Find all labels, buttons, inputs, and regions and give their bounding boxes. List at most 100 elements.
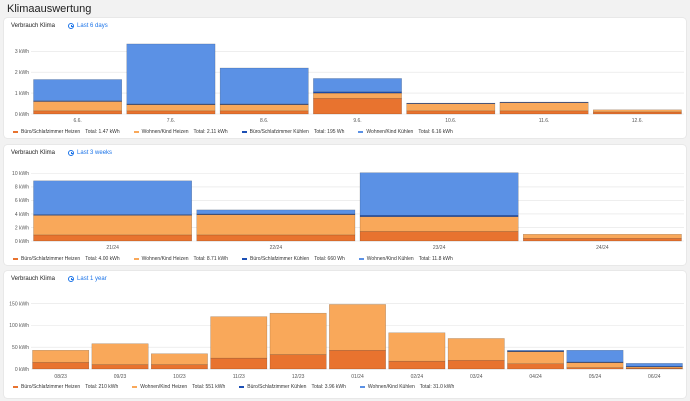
bar-wohnen-kuehlen[interactable] (313, 78, 402, 93)
bar-wohnen-heizen[interactable] (210, 316, 268, 359)
legend-item-buero-heizen[interactable]: Büro/Schlafzimmer Heizen Total: 210 kWh (13, 384, 118, 390)
x-tick-label: 04/24 (529, 374, 542, 380)
chart-legend: Büro/Schlafzimmer Heizen Total: 210 kWh Wo… (13, 384, 468, 390)
bar-wohnen-kuehlen[interactable] (566, 350, 624, 363)
bar-wohnen-heizen[interactable] (593, 109, 682, 113)
bar-wohnen-heizen[interactable] (447, 338, 505, 361)
bar-wohnen-kuehlen[interactable] (33, 180, 192, 215)
bar-wohnen-heizen[interactable] (126, 104, 216, 112)
bar-wohnen-heizen[interactable] (196, 214, 356, 236)
x-tick-label: 12/23 (292, 374, 305, 380)
bar-wohnen-heizen[interactable] (33, 101, 122, 112)
legend-label: Wohnen/Kind Kühlen (366, 129, 414, 135)
legend-total: Total: 210 kWh (85, 384, 119, 390)
bar-buero-heizen[interactable] (359, 231, 519, 242)
bar-wohnen-heizen[interactable] (523, 234, 682, 239)
bar-wohnen-kuehlen[interactable] (507, 350, 564, 352)
bar-wohnen-heizen[interactable] (499, 102, 589, 112)
x-tick-label: 10/23 (173, 374, 186, 380)
bar-wohnen-heizen[interactable] (151, 353, 208, 365)
bar-buero-heizen[interactable] (313, 98, 402, 115)
bar-buero-heizen[interactable] (593, 111, 682, 115)
y-tick-label: 2 kWh (15, 70, 29, 76)
bar-buero-kuehlen[interactable] (625, 366, 683, 368)
bar-wohnen-heizen[interactable] (406, 103, 496, 112)
bar-buero-heizen[interactable] (269, 354, 327, 370)
x-tick-label: 21/24 (106, 245, 119, 251)
period-selector[interactable]: Last 1 year (68, 276, 107, 282)
bar-buero-heizen[interactable] (210, 357, 268, 370)
bar-buero-heizen[interactable] (388, 360, 446, 370)
bar-buero-heizen[interactable] (219, 110, 309, 115)
bar-buero-heizen[interactable] (499, 110, 589, 115)
bar-wohnen-heizen[interactable] (359, 216, 519, 232)
bar-wohnen-heizen[interactable] (33, 215, 192, 236)
bar-buero-heizen[interactable] (523, 238, 682, 242)
legend-item-wohnen-kuehlen[interactable]: Wohnen/Kind Kühlen Total: 11.8 kWh (358, 256, 453, 262)
y-tick-label: 6 kWh (15, 198, 29, 204)
legend-total: Total: 4.00 kWh (85, 256, 120, 262)
bar-wohnen-kuehlen[interactable] (126, 43, 216, 105)
bar-buero-kuehlen[interactable] (499, 101, 589, 103)
chart-legend: Büro/Schlafzimmer Heizen Total: 1.47 kWh W… (13, 129, 467, 135)
bar-buero-heizen[interactable] (406, 110, 496, 115)
bar-wohnen-kuehlen[interactable] (196, 209, 356, 215)
bar-buero-heizen[interactable] (33, 110, 122, 115)
x-tick-label: 11/23 (233, 374, 245, 380)
legend-label: Büro/Schlafzimmer Kühlen (249, 129, 309, 135)
bar-wohnen-heizen[interactable] (269, 312, 327, 355)
legend-item-buero-kuehlen[interactable]: Büro/Schlafzimmer Kühlen Total: 3.96 kWh (239, 384, 346, 390)
bar-buero-heizen[interactable] (32, 362, 90, 370)
legend-item-buero-kuehlen[interactable]: Büro/Schlafzimmer Kühlen Total: 195 Wh (241, 129, 344, 135)
y-tick-label: 2 kWh (15, 225, 29, 231)
legend-item-wohnen-kuehlen[interactable]: Wohnen/Kind Kühlen Total: 6.16 kWh (358, 129, 453, 135)
legend-item-wohnen-heizen[interactable]: Wohnen/Kind Heizen Total: 551 kWh (132, 384, 225, 390)
legend-item-buero-heizen[interactable]: Büro/Schlafzimmer Heizen Total: 1.47 kWh (13, 129, 120, 135)
bar-wohnen-heizen[interactable] (329, 304, 386, 351)
bar-wohnen-kuehlen[interactable] (625, 363, 683, 367)
legend-swatch (133, 131, 139, 133)
legend-item-wohnen-heizen[interactable]: Wohnen/Kind Heizen Total: 8.71 kWh (133, 256, 229, 262)
bar-buero-heizen[interactable] (151, 364, 208, 370)
bar-buero-heizen[interactable] (91, 364, 149, 370)
legend-label: Büro/Schlafzimmer Heizen (21, 384, 81, 390)
period-selector[interactable]: Last 3 weeks (68, 150, 112, 156)
bar-buero-heizen[interactable] (329, 350, 386, 370)
card-header: Verbrauch Klima Last 3 weeks (11, 145, 112, 161)
bar-buero-heizen[interactable] (196, 234, 356, 242)
bar-wohnen-kuehlen[interactable] (219, 67, 309, 105)
legend-item-wohnen-kuehlen[interactable]: Wohnen/Kind Kühlen Total: 31.0 kWh (359, 384, 455, 390)
bar-buero-heizen[interactable] (447, 360, 505, 370)
legend-item-wohnen-heizen[interactable]: Wohnen/Kind Heizen Total: 2.11 kWh (133, 129, 228, 135)
bar-chart: 0 kWh 50 kWh 100 kWh 150 kWh 08/23 09/23 10/23… (9, 301, 684, 380)
bar-wohnen-heizen[interactable] (388, 332, 446, 362)
legend-label: Wohnen/Kind Kühlen (366, 256, 414, 262)
legend-label: Wohnen/Kind Heizen (141, 129, 189, 135)
legend-item-buero-heizen[interactable]: Büro/Schlafzimmer Heizen Total: 4.00 kWh (13, 256, 120, 262)
period-selector[interactable]: Last 6 days (68, 23, 108, 29)
bar-wohnen-heizen[interactable] (219, 104, 309, 112)
bar-wohnen-heizen[interactable] (507, 351, 564, 364)
card-title: Verbrauch Klima (11, 276, 56, 282)
y-tick-label: 50 kWh (12, 345, 29, 351)
legend-swatch (13, 131, 18, 133)
bar-buero-heizen[interactable] (33, 234, 192, 242)
bar-wohnen-kuehlen[interactable] (359, 172, 519, 216)
legend-total: Total: 1.47 kWh (85, 129, 120, 135)
legend-item-buero-kuehlen[interactable]: Büro/Schlafzimmer Kühlen Total: 660 Wh (242, 256, 345, 262)
legend-swatch (358, 131, 364, 133)
bar-wohnen-heizen[interactable] (91, 343, 149, 365)
bar-wohnen-heizen[interactable] (566, 362, 624, 368)
legend-total: Total: 31.0 kWh (419, 384, 455, 390)
bar-wohnen-kuehlen[interactable] (33, 79, 122, 102)
legend-total: Total: 8.71 kWh (193, 256, 229, 262)
x-tick-label: 02/24 (411, 374, 424, 380)
bar-buero-kuehlen[interactable] (359, 215, 519, 217)
legend-swatch (241, 131, 247, 133)
bar-wohnen-heizen[interactable] (313, 92, 402, 99)
x-tick-label: 24/24 (596, 245, 609, 251)
bar-buero-heizen[interactable] (507, 363, 564, 370)
bar-buero-kuehlen[interactable] (406, 102, 496, 104)
bar-wohnen-heizen[interactable] (32, 350, 90, 363)
bar-buero-heizen[interactable] (126, 110, 216, 115)
